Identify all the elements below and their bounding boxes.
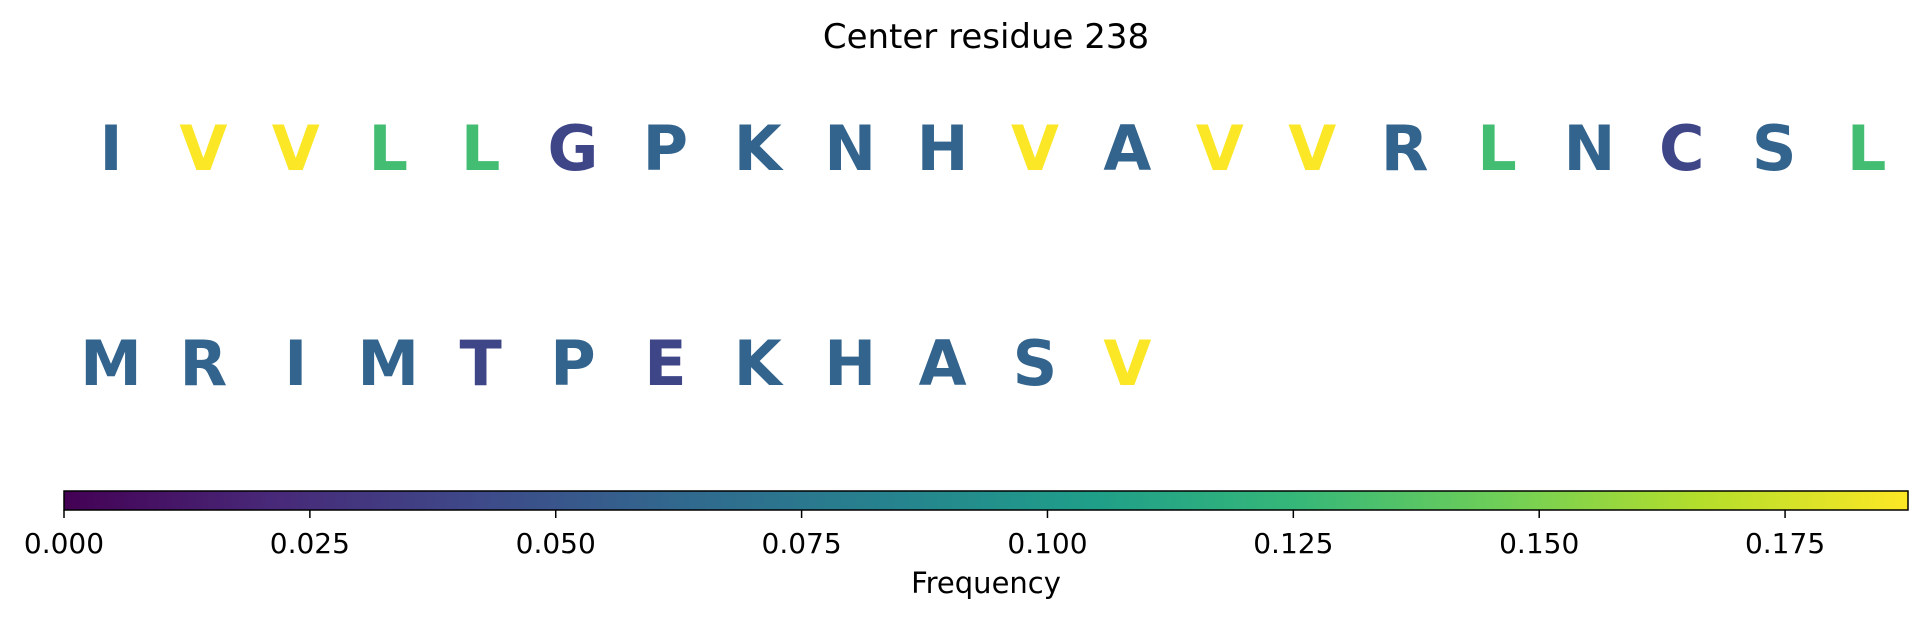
colorbar-ticks: 0.000 0.025 0.050 0.075 0.100 0.125 0.150 0.175: [24, 510, 1825, 560]
residue-letter: S: [1013, 327, 1058, 400]
residue-letter: V: [1011, 112, 1059, 185]
residue-letter: N: [824, 112, 876, 185]
residue-letter: K: [734, 112, 784, 185]
residue-letter: I: [284, 327, 307, 400]
residue-letter: T: [459, 327, 501, 400]
colorbar-tick-label: 0.025: [270, 527, 350, 560]
colorbar-tick-label: 0.100: [1007, 527, 1087, 560]
residue-letter: L: [1847, 112, 1887, 185]
residue-letter: A: [919, 327, 967, 400]
residue-letter: G: [548, 112, 599, 185]
residue-rows: I V V L L G P K N H V A V V R L N C S LM R I M T P E K H A S V: [80, 112, 1886, 400]
chart-title: Center residue 238: [823, 17, 1149, 57]
residue-letter: M: [80, 327, 142, 400]
residue-letter: I: [99, 112, 122, 185]
colorbar: [63, 490, 1909, 511]
colorbar-label: Frequency: [911, 566, 1061, 600]
residue-letter: L: [1477, 112, 1517, 185]
residue-letter: C: [1659, 112, 1705, 185]
residue-letter: M: [357, 327, 419, 400]
colorbar-tick-label: 0.175: [1745, 527, 1825, 560]
residue-letter: P: [643, 112, 688, 185]
residue-letter: A: [1103, 112, 1151, 185]
residue-letter: S: [1752, 112, 1797, 185]
residue-letter: N: [1563, 112, 1615, 185]
residue-letter: V: [1288, 112, 1336, 185]
residue-letter: P: [550, 327, 595, 400]
residue-letter: E: [644, 327, 686, 400]
residue-letter: V: [272, 112, 320, 185]
residue-letter: R: [180, 327, 228, 400]
residue-letter: L: [461, 112, 501, 185]
residue-letter: R: [1381, 112, 1429, 185]
residue-letter: L: [368, 112, 408, 185]
residue-letter: V: [1196, 112, 1244, 185]
colorbar-tick-label: 0.075: [762, 527, 842, 560]
colorbar-tick-label: 0.150: [1499, 527, 1579, 560]
colorbar-tick-label: 0.000: [24, 527, 104, 560]
residue-letter: V: [179, 112, 227, 185]
colorbar-tick-label: 0.125: [1253, 527, 1333, 560]
residue-letter: V: [1103, 327, 1151, 400]
residue-letter: K: [734, 327, 784, 400]
colorbar-tick-label: 0.050: [516, 527, 596, 560]
residue-letter: H: [824, 327, 876, 400]
residue-letter: H: [917, 112, 969, 185]
